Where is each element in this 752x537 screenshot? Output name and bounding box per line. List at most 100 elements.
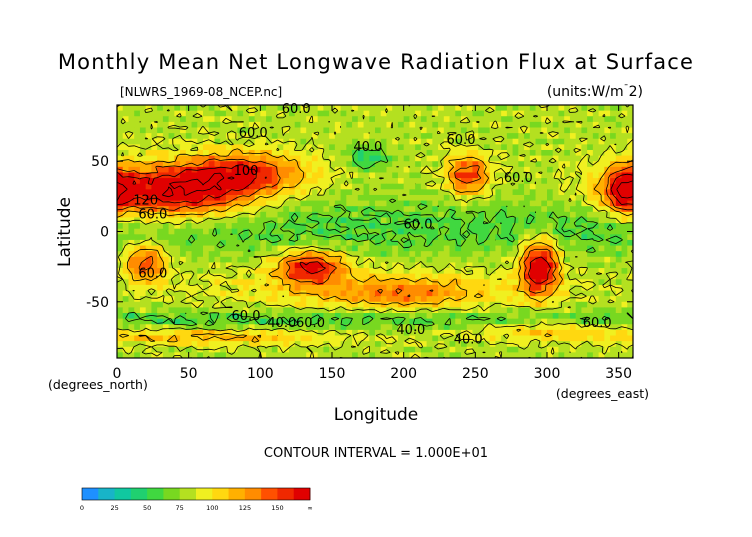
heat-cell [604,318,611,325]
heat-cell [243,251,250,258]
heat-cell [375,335,382,342]
heat-cell [392,144,399,151]
heat-cell [501,138,508,145]
heat-cell [306,352,313,358]
heat-cell [483,166,491,174]
heat-cell [432,116,439,123]
heat-cell [311,346,319,353]
heat-cell [581,121,588,129]
heat-cell [340,239,347,247]
heat-cell [289,144,296,151]
heat-cell [621,268,628,275]
heat-cell [208,206,216,213]
heat-cell [283,318,290,325]
heat-cell [214,217,221,224]
heat-cell [415,268,422,275]
heat-cell [461,324,468,331]
heat-cell [380,127,388,134]
heat-cell [180,341,187,348]
heat-cell [317,251,324,258]
heat-cell [380,206,388,213]
heat-cell [334,239,342,247]
heat-cell [237,155,244,162]
heat-cell [260,223,267,230]
heat-cell [569,301,577,308]
heat-cell [604,329,611,337]
heat-cell [329,166,336,174]
heat-cell [541,189,548,196]
heat-cell [415,189,422,196]
heat-cell [369,256,376,264]
heat-cell [254,262,261,269]
heat-cell [375,324,382,331]
heat-cell [162,273,170,280]
heat-cell [592,200,600,207]
heat-cell [615,313,623,320]
heat-cell [157,245,164,252]
heat-cell [128,268,135,275]
heat-cell [266,211,273,219]
heat-cell [145,279,152,286]
heat-cell [380,110,388,117]
heat-cell [294,189,302,196]
heat-cell [346,318,353,325]
heat-cell [397,166,405,174]
heat-cell [472,307,479,314]
heat-cell [610,352,617,358]
heat-cell [208,251,216,258]
heat-cell [134,284,141,292]
heat-cell [581,268,588,275]
heat-cell [564,335,571,342]
heat-cell [610,268,617,275]
heat-cell [151,284,158,292]
heat-cell [375,105,382,112]
heat-cell [357,178,365,185]
heat-cell [512,307,519,314]
heat-cell [134,206,141,213]
heat-cell [157,352,164,358]
heat-cell [461,211,468,219]
heat-cell [243,166,250,174]
heat-cell [443,329,451,337]
heat-cell [552,301,560,308]
heat-cell [392,301,399,308]
heat-cell [472,116,479,123]
heat-cell [283,144,290,151]
heat-cell [311,234,319,241]
heat-cell [569,200,577,207]
heat-cell [604,296,611,303]
heat-cell [512,245,519,252]
heat-cell [627,346,633,353]
heat-cell [185,149,193,157]
heat-cell [231,341,238,348]
heat-cell [426,290,433,297]
colorbar-swatch [277,488,295,500]
heat-cell [415,234,422,241]
heat-cell [334,273,342,280]
heat-cell [587,318,594,325]
heat-cell [627,217,633,224]
heat-cell [248,211,256,219]
heat-cell [283,284,290,292]
heat-cell [443,105,451,112]
heat-cell [208,149,216,157]
heat-cell [306,110,313,117]
heat-cell [203,256,210,264]
heat-cell [512,217,519,224]
heat-cell [266,279,273,286]
heat-cell [352,172,359,179]
heat-cell [363,352,370,358]
heat-cell [621,121,628,129]
heat-cell [380,346,388,353]
heat-cell [432,149,439,157]
heat-cell [122,127,130,134]
heat-cell [472,296,479,303]
heat-cell [552,307,560,314]
heat-cell [197,155,204,162]
heat-cell [248,262,256,269]
heat-cell [352,273,359,280]
heat-cell [375,301,382,308]
heat-cell [191,234,198,241]
heat-cell [180,217,187,224]
heat-cell [271,279,279,286]
